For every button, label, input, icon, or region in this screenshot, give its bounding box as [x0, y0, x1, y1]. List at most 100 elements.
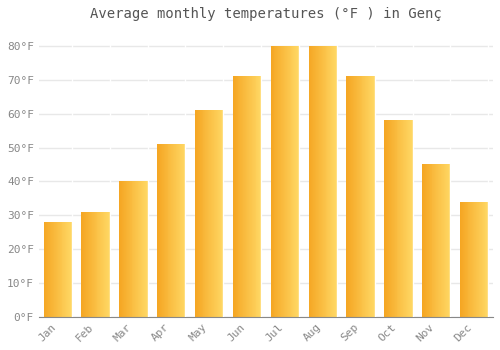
Bar — [284, 46, 285, 317]
Bar — [88, 212, 89, 317]
Bar — [70, 222, 71, 317]
Bar — [367, 76, 368, 317]
Bar — [486, 202, 488, 317]
Bar — [371, 76, 372, 317]
Bar — [385, 120, 386, 317]
Bar — [356, 76, 357, 317]
Bar — [480, 202, 481, 317]
Bar — [245, 76, 246, 317]
Bar — [132, 181, 134, 317]
Bar — [108, 212, 109, 317]
Bar — [258, 76, 260, 317]
Bar — [369, 76, 370, 317]
Bar — [216, 110, 218, 317]
Bar — [348, 76, 349, 317]
Bar — [87, 212, 88, 317]
Bar — [400, 120, 402, 317]
Bar — [248, 76, 249, 317]
Bar — [392, 120, 394, 317]
Bar — [247, 76, 248, 317]
Bar — [403, 120, 404, 317]
Bar — [246, 76, 247, 317]
Bar — [128, 181, 130, 317]
Bar — [119, 181, 120, 317]
Bar — [146, 181, 148, 317]
Bar — [434, 164, 436, 317]
Bar — [476, 202, 477, 317]
Bar — [130, 181, 132, 317]
Bar — [49, 222, 50, 317]
Bar — [322, 46, 324, 317]
Bar — [175, 144, 176, 317]
Bar — [324, 46, 326, 317]
Bar — [350, 76, 351, 317]
Bar — [294, 46, 296, 317]
Bar — [335, 46, 336, 317]
Bar — [243, 76, 244, 317]
Bar — [354, 76, 355, 317]
Bar — [86, 212, 87, 317]
Bar — [440, 164, 441, 317]
Bar — [481, 202, 482, 317]
Bar — [292, 46, 294, 317]
Bar — [364, 76, 366, 317]
Bar — [482, 202, 484, 317]
Bar — [296, 46, 297, 317]
Bar — [105, 212, 106, 317]
Bar — [218, 110, 220, 317]
Bar — [436, 164, 437, 317]
Bar — [384, 120, 385, 317]
Bar — [124, 181, 125, 317]
Bar — [46, 222, 48, 317]
Bar — [360, 76, 362, 317]
Bar — [287, 46, 288, 317]
Bar — [250, 76, 251, 317]
Bar — [126, 181, 127, 317]
Bar — [430, 164, 432, 317]
Bar — [274, 46, 276, 317]
Bar — [352, 76, 353, 317]
Bar — [252, 76, 254, 317]
Bar — [240, 76, 242, 317]
Bar — [406, 120, 407, 317]
Bar — [68, 222, 69, 317]
Bar — [388, 120, 389, 317]
Bar — [330, 46, 331, 317]
Bar — [166, 144, 168, 317]
Bar — [163, 144, 164, 317]
Bar — [122, 181, 123, 317]
Bar — [215, 110, 216, 317]
Bar — [349, 76, 350, 317]
Bar — [346, 76, 348, 317]
Bar — [425, 164, 426, 317]
Bar — [308, 46, 310, 317]
Bar — [474, 202, 475, 317]
Bar — [438, 164, 439, 317]
Bar — [251, 76, 252, 317]
Bar — [389, 120, 390, 317]
Bar — [445, 164, 446, 317]
Bar — [479, 202, 480, 317]
Bar — [462, 202, 463, 317]
Bar — [468, 202, 469, 317]
Bar — [176, 144, 177, 317]
Bar — [214, 110, 215, 317]
Bar — [233, 76, 234, 317]
Bar — [370, 76, 371, 317]
Bar — [198, 110, 200, 317]
Bar — [58, 222, 59, 317]
Bar — [120, 181, 121, 317]
Bar — [310, 46, 312, 317]
Bar — [328, 46, 330, 317]
Bar — [162, 144, 163, 317]
Bar — [386, 120, 387, 317]
Bar — [320, 46, 321, 317]
Bar — [210, 110, 211, 317]
Bar — [200, 110, 202, 317]
Bar — [211, 110, 212, 317]
Bar — [179, 144, 180, 317]
Bar — [172, 144, 173, 317]
Bar — [51, 222, 52, 317]
Bar — [102, 212, 103, 317]
Bar — [238, 76, 240, 317]
